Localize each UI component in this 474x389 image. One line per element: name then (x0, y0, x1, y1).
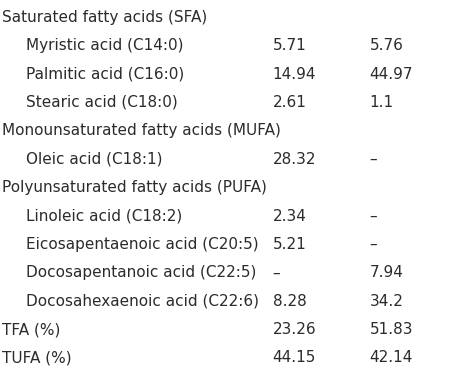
Text: Palmitic acid (C16:0): Palmitic acid (C16:0) (26, 67, 184, 82)
Text: 14.94: 14.94 (273, 67, 316, 82)
Text: –: – (370, 237, 377, 252)
Text: TUFA (%): TUFA (%) (2, 350, 72, 366)
Text: Stearic acid (C18:0): Stearic acid (C18:0) (26, 95, 178, 110)
Text: 8.28: 8.28 (273, 294, 306, 309)
Text: 44.97: 44.97 (370, 67, 413, 82)
Text: Oleic acid (C18:1): Oleic acid (C18:1) (26, 152, 163, 167)
Text: 1.1: 1.1 (370, 95, 394, 110)
Text: Saturated fatty acids (SFA): Saturated fatty acids (SFA) (2, 10, 208, 25)
Text: Monounsaturated fatty acids (MUFA): Monounsaturated fatty acids (MUFA) (2, 123, 281, 138)
Text: –: – (370, 209, 377, 224)
Text: –: – (370, 152, 377, 167)
Text: Linoleic acid (C18:2): Linoleic acid (C18:2) (26, 209, 182, 224)
Text: 7.94: 7.94 (370, 265, 403, 280)
Text: 28.32: 28.32 (273, 152, 316, 167)
Text: 34.2: 34.2 (370, 294, 403, 309)
Text: 2.61: 2.61 (273, 95, 306, 110)
Text: 5.21: 5.21 (273, 237, 306, 252)
Text: Docosahexaenoic acid (C22:6): Docosahexaenoic acid (C22:6) (26, 294, 259, 309)
Text: 2.34: 2.34 (273, 209, 306, 224)
Text: 5.76: 5.76 (370, 38, 403, 53)
Text: 23.26: 23.26 (273, 322, 316, 337)
Text: –: – (273, 265, 280, 280)
Text: Myristic acid (C14:0): Myristic acid (C14:0) (26, 38, 183, 53)
Text: TFA (%): TFA (%) (2, 322, 61, 337)
Text: 5.71: 5.71 (273, 38, 306, 53)
Text: 51.83: 51.83 (370, 322, 413, 337)
Text: Docosapentanoic acid (C22:5): Docosapentanoic acid (C22:5) (26, 265, 256, 280)
Text: 42.14: 42.14 (370, 350, 413, 366)
Text: Eicosapentaenoic acid (C20:5): Eicosapentaenoic acid (C20:5) (26, 237, 259, 252)
Text: Polyunsaturated fatty acids (PUFA): Polyunsaturated fatty acids (PUFA) (2, 180, 267, 195)
Text: 44.15: 44.15 (273, 350, 316, 366)
